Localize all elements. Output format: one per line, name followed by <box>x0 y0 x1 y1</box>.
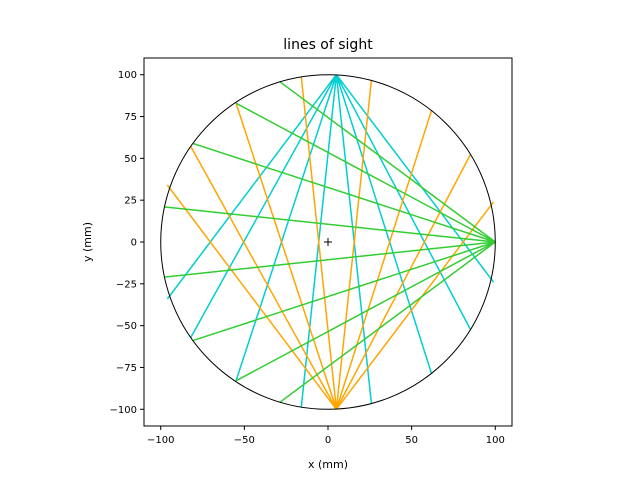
sight-line-2-1 <box>279 241 496 404</box>
sight-line-0-7 <box>335 74 495 283</box>
sight-line-1-1 <box>335 79 373 410</box>
sight-line-1-7 <box>335 201 495 410</box>
sight-line-2-0 <box>279 80 496 243</box>
sight-line-2-5 <box>192 241 496 342</box>
x-tick-label: 0 <box>325 435 331 446</box>
sight-line-1-6 <box>166 184 337 410</box>
y-tick-label: 100 <box>118 70 137 81</box>
boundary <box>160 74 496 410</box>
y-tick-label: −25 <box>116 279 137 290</box>
sight-line-1-3 <box>335 109 433 410</box>
x-tick-label: 50 <box>405 435 418 446</box>
y-tick-label: −75 <box>116 363 137 374</box>
x-axis-label: x (mm) <box>308 458 348 471</box>
x-tick-label: −50 <box>234 435 255 446</box>
sight-line-0-4 <box>190 74 338 338</box>
y-tick-label: 25 <box>124 196 137 207</box>
y-axis-label: y (mm) <box>81 222 94 262</box>
sight-line-2-7 <box>163 241 496 278</box>
sight-line-1-2 <box>235 102 338 410</box>
center-marker <box>324 238 332 246</box>
series-2 <box>163 80 496 404</box>
y-ticks: −100 −75 −50 −25 0 25 50 75 100 <box>110 70 144 416</box>
sight-lines <box>163 74 496 410</box>
y-tick-label: 0 <box>131 238 137 249</box>
sight-line-1-4 <box>190 146 338 410</box>
x-ticks: −100 −50 0 50 100 <box>147 426 505 446</box>
sight-line-2-2 <box>235 102 496 243</box>
sight-line-0-2 <box>235 74 338 382</box>
sight-line-0-5 <box>335 74 471 330</box>
series-1 <box>166 76 495 410</box>
sight-line-2-4 <box>192 142 496 243</box>
sight-line-0-3 <box>335 74 433 375</box>
y-tick-label: −50 <box>116 321 137 332</box>
y-tick-label: 50 <box>124 154 137 165</box>
sight-line-0-6 <box>166 74 337 300</box>
sight-line-1-0 <box>300 76 338 410</box>
y-tick-label: −100 <box>110 405 137 416</box>
sight-line-2-6 <box>163 206 496 243</box>
boundary-circle <box>160 74 496 410</box>
sight-line-2-3 <box>235 241 496 382</box>
sight-line-1-5 <box>335 154 471 410</box>
series-0 <box>166 74 495 408</box>
x-tick-label: 100 <box>486 435 505 446</box>
x-tick-label: −100 <box>147 435 174 446</box>
y-tick-label: 75 <box>124 112 137 123</box>
chart-title: lines of sight <box>283 37 373 53</box>
